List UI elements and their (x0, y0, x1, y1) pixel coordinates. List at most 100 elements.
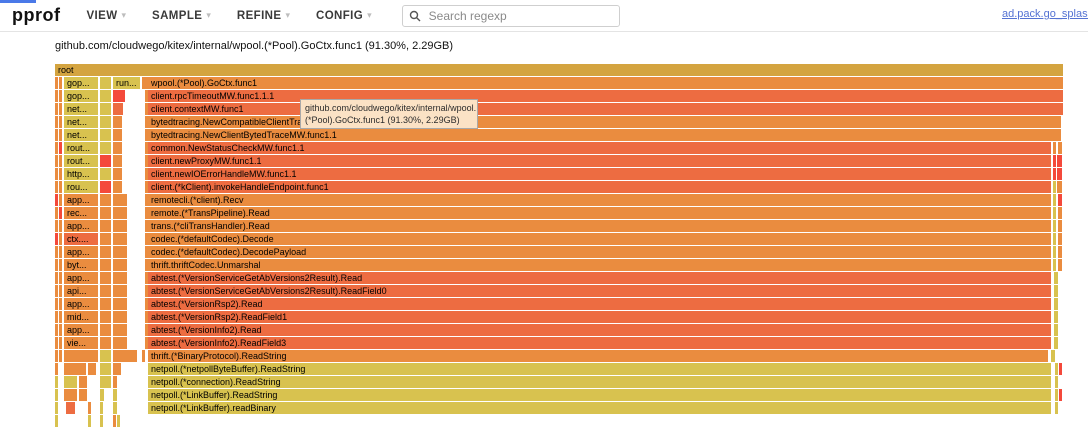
flame-cell[interactable] (1058, 246, 1062, 258)
flame-cell[interactable] (100, 142, 111, 154)
flame-cell[interactable]: app... (64, 220, 98, 232)
flame-cell[interactable] (66, 402, 75, 414)
flame-cell[interactable]: net... (64, 129, 98, 141)
flame-cell[interactable] (113, 376, 117, 388)
flame-cell[interactable] (113, 116, 122, 128)
flame-cell[interactable] (113, 337, 127, 349)
flame-cell[interactable] (1053, 259, 1056, 271)
flame-cell[interactable] (1054, 285, 1058, 297)
flame-cell[interactable] (100, 298, 111, 310)
menu-view[interactable]: VIEW ▾ (86, 10, 126, 22)
flame-cell[interactable] (100, 207, 111, 219)
flame-cell[interactable]: net... (64, 116, 98, 128)
flame-cell[interactable] (100, 194, 111, 206)
flame-cell[interactable] (59, 116, 62, 128)
flame-cell[interactable]: rout... (64, 155, 98, 167)
flame-cell[interactable] (100, 259, 111, 271)
flame-cell[interactable] (55, 259, 58, 271)
flame-cell[interactable] (100, 272, 111, 284)
flame-cell[interactable] (100, 168, 111, 180)
flame-cell[interactable] (1054, 324, 1058, 336)
flame-cell[interactable]: netpoll.(*LinkBuffer).readBinary (148, 402, 1051, 414)
flame-cell[interactable]: net... (64, 103, 98, 115)
flame-cell[interactable] (100, 402, 103, 414)
flame-cell[interactable] (113, 194, 127, 206)
flame-cell[interactable] (55, 324, 58, 336)
flame-cell[interactable] (100, 155, 111, 167)
profile-source-link[interactable]: ad.pack.go_splash_api inuse_sp (1002, 8, 1088, 20)
flame-cell[interactable] (100, 389, 104, 401)
flame-cell[interactable] (55, 77, 58, 89)
flame-cell[interactable]: abtest.(*VersionInfo2).Read (148, 324, 1051, 336)
flame-cell[interactable]: byt... (64, 259, 98, 271)
flame-cell[interactable] (113, 103, 123, 115)
flame-cell[interactable]: gop... (64, 77, 98, 89)
flame-cell[interactable] (100, 246, 111, 258)
flame-cell[interactable] (55, 272, 58, 284)
flame-cell[interactable]: netpoll.(*netpollByteBuffer).ReadString (148, 363, 1051, 375)
flame-cell[interactable] (59, 207, 62, 219)
flame-cell[interactable]: rout... (64, 142, 98, 154)
flame-cell[interactable] (1053, 220, 1056, 232)
flame-cell[interactable] (1055, 389, 1058, 401)
flame-cell[interactable] (1058, 259, 1062, 271)
flame-cell[interactable] (55, 207, 58, 219)
flame-cell[interactable] (113, 363, 121, 375)
flame-cell[interactable]: wpool.(*Pool).GoCtx.func1 (148, 77, 1063, 89)
flame-cell[interactable]: bytedtracing.NewClientBytedTraceMW.func1… (148, 129, 1061, 141)
flame-cell[interactable]: mid... (64, 311, 98, 323)
flame-cell[interactable] (55, 233, 58, 245)
flame-cell[interactable] (55, 376, 58, 388)
flame-cell[interactable] (142, 77, 145, 89)
flame-cell[interactable] (145, 142, 148, 154)
flame-cell[interactable] (100, 129, 111, 141)
flame-cell[interactable]: bytedtracing.NewCompatibleClientTraceMW.… (148, 116, 1061, 128)
flame-cell[interactable] (64, 389, 77, 401)
flame-cell[interactable]: http... (64, 168, 98, 180)
flame-cell[interactable]: api... (64, 285, 98, 297)
flame-cell[interactable]: root (55, 64, 1063, 76)
flame-cell[interactable]: client.newIOErrorHandleMW.func1.1 (148, 168, 1051, 180)
flame-cell[interactable]: client.(*kClient).invokeHandleEndpoint.f… (148, 181, 1051, 193)
flame-cell[interactable] (113, 90, 125, 102)
flame-cell[interactable]: codec.(*defaultCodec).Decode (148, 233, 1051, 245)
flame-cell[interactable] (100, 220, 111, 232)
flame-cell[interactable]: client.contextMW.func1 (148, 103, 1063, 115)
flame-cell[interactable] (100, 363, 111, 375)
search-box[interactable] (401, 4, 620, 27)
flame-cell[interactable] (145, 324, 148, 336)
flame-cell[interactable] (59, 220, 62, 232)
flame-cell[interactable] (59, 103, 62, 115)
flame-cell[interactable] (113, 246, 127, 258)
flame-cell[interactable] (145, 103, 148, 115)
flame-cell[interactable] (142, 350, 145, 362)
flame-cell[interactable] (88, 402, 91, 414)
flame-cell[interactable] (55, 415, 58, 427)
flame-cell[interactable] (1053, 233, 1056, 245)
flame-cell[interactable] (55, 155, 58, 167)
flame-cell[interactable] (113, 155, 122, 167)
flame-cell[interactable]: abtest.(*VersionRsp2).ReadField1 (148, 311, 1051, 323)
flame-cell[interactable]: gop... (64, 90, 98, 102)
flame-cell[interactable]: app... (64, 298, 98, 310)
flame-cell[interactable] (113, 181, 122, 193)
flame-cell[interactable] (55, 402, 58, 414)
search-input[interactable] (426, 7, 613, 24)
flame-cell[interactable] (100, 90, 111, 102)
flame-cell[interactable] (55, 116, 58, 128)
flame-cell[interactable] (100, 181, 111, 193)
flame-cell[interactable] (1053, 155, 1056, 167)
flame-cell[interactable] (88, 363, 96, 375)
flame-cell[interactable] (100, 350, 111, 362)
flame-cell[interactable] (145, 233, 148, 245)
flame-cell[interactable] (1053, 181, 1056, 193)
flame-cell[interactable] (59, 142, 62, 154)
menu-refine[interactable]: REFINE ▾ (237, 10, 290, 22)
flame-cell[interactable]: netpoll.(*connection).ReadString (148, 376, 1051, 388)
flame-cell[interactable]: remote.(*TransPipeline).Read (148, 207, 1051, 219)
flame-cell[interactable] (1051, 350, 1055, 362)
flame-cell[interactable] (59, 168, 62, 180)
flame-cell[interactable] (145, 77, 148, 89)
menu-sample[interactable]: SAMPLE ▾ (152, 10, 211, 22)
flame-cell[interactable] (145, 90, 148, 102)
